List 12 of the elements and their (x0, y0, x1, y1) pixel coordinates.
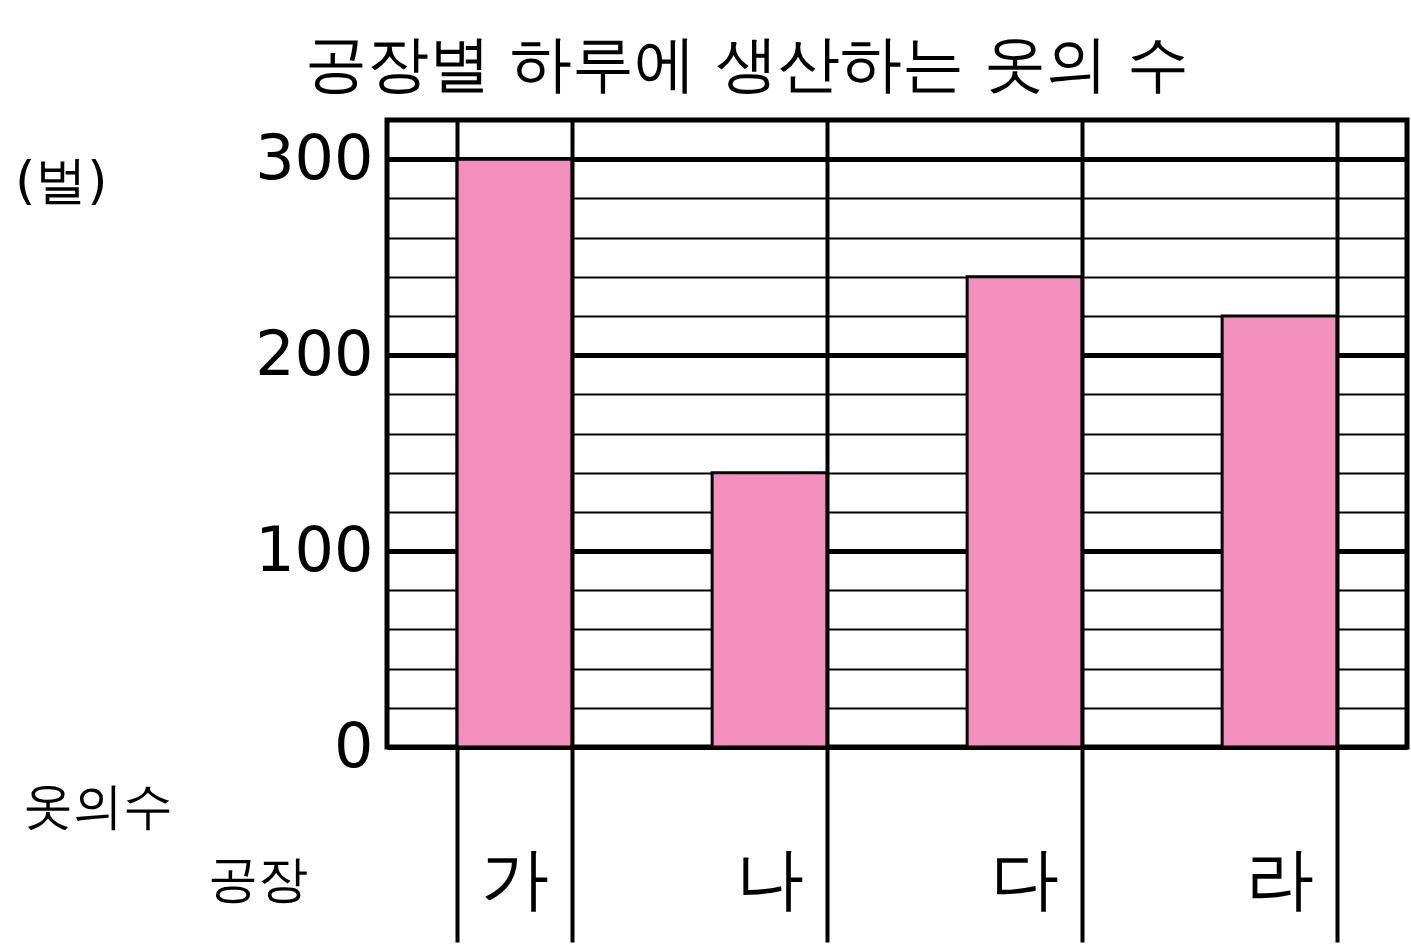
x-tick-label: 다 (991, 838, 1059, 918)
y-tick-label: 300 (255, 120, 374, 194)
text: (벌) (15, 150, 108, 210)
y-tick-label: 100 (255, 512, 374, 586)
x-tick-label: 라 (1246, 838, 1314, 918)
x-tick-label: 가 (481, 838, 549, 918)
x-tick-label: 나 (736, 838, 804, 918)
y-axis-title: 옷의수 (22, 776, 173, 835)
y-tick-label: 200 (255, 316, 374, 390)
y-tick-label: 0 (334, 708, 374, 782)
x-axis-title: 공장 (207, 849, 308, 908)
chart-title: 공장별 하루에 생산하는 옷의 수 (304, 27, 1190, 100)
